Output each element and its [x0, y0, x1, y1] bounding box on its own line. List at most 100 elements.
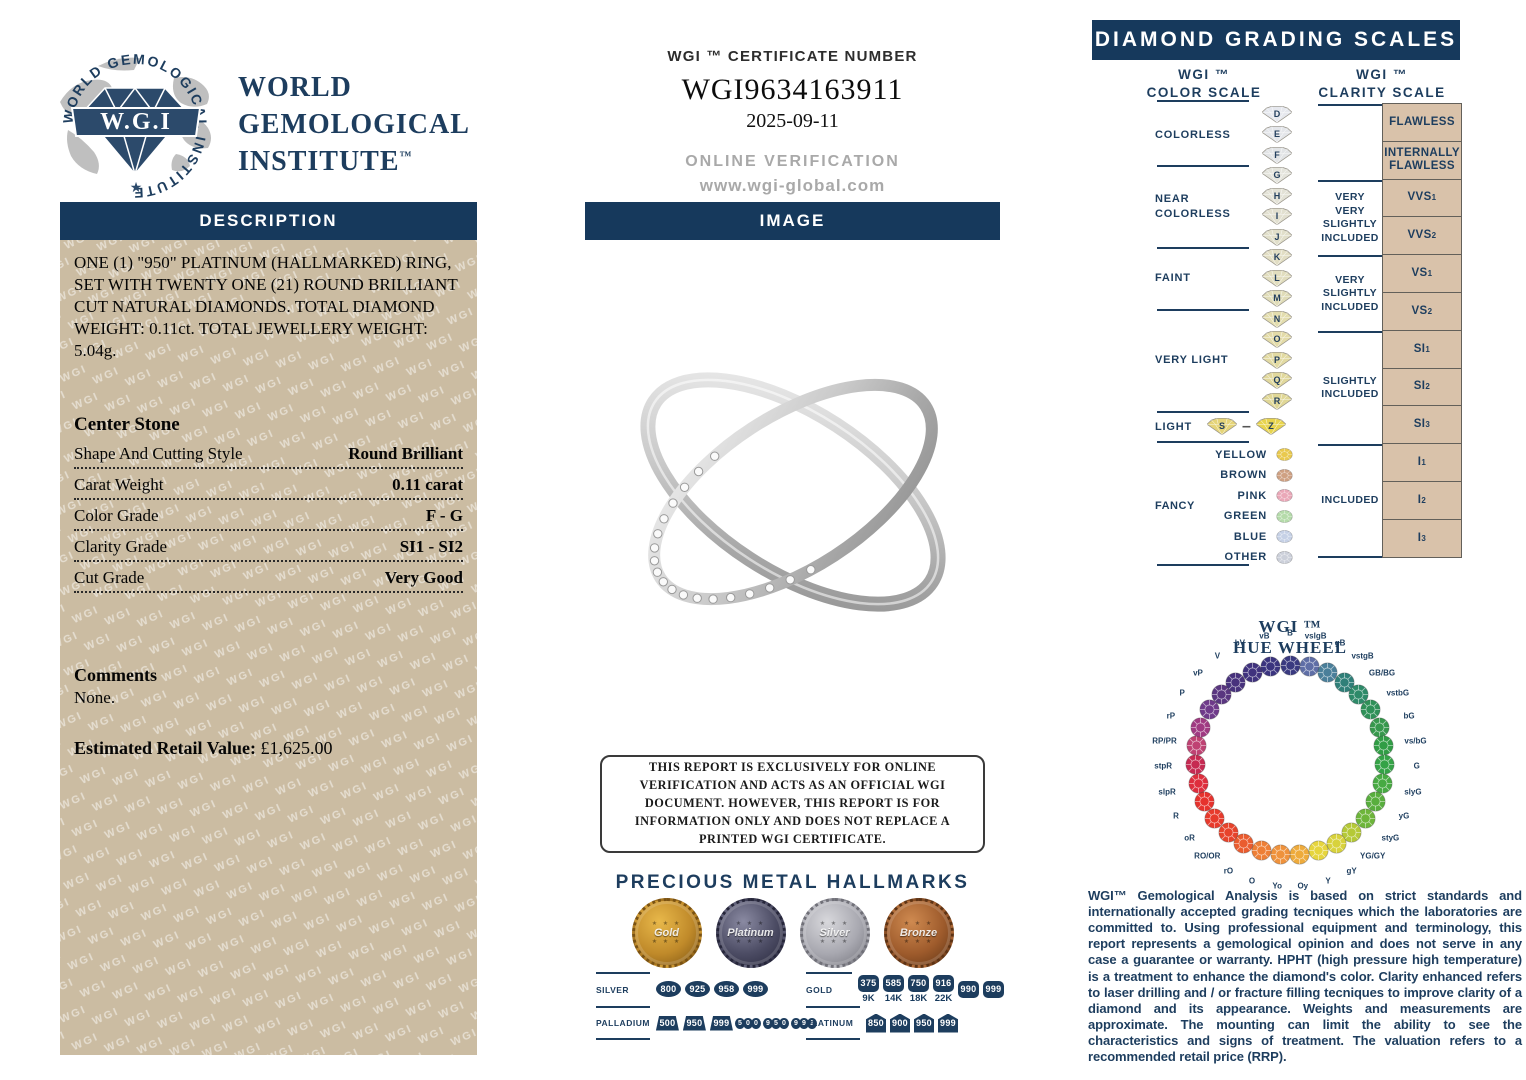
gem-icon — [1334, 671, 1355, 693]
stone-row-value: Round Brilliant — [348, 444, 463, 464]
svg-text:F: F — [1274, 150, 1280, 160]
metal-label: PLATINUM — [806, 1006, 860, 1040]
hue-label: oR — [1184, 833, 1195, 843]
retail-value: £1,625.00 — [260, 738, 333, 759]
fancy-color-row: GREEN — [1199, 506, 1307, 527]
brand-line-2: GEMOLOGICAL — [238, 108, 470, 140]
gem-icon — [1187, 773, 1209, 794]
hallmark-stamp: 500 — [655, 1015, 679, 1031]
svg-text:J: J — [1274, 232, 1279, 242]
clarity-grade-box: VS 1 — [1382, 254, 1462, 293]
medal-name: Bronze — [899, 927, 938, 939]
hue-label: rP — [1166, 711, 1176, 721]
diamond-grade-icon: M — [1262, 290, 1292, 308]
hue-label: vstbG — [1386, 688, 1410, 698]
description-body: ONE (1) "950" PLATINUM (HALLMARKED) RING… — [74, 253, 458, 361]
hue-gem-icon — [1279, 654, 1301, 676]
clarity-group-label — [1318, 104, 1382, 180]
gem-icon — [1185, 754, 1206, 775]
hue-label: GB/BG — [1368, 668, 1396, 677]
gem-icon — [1279, 654, 1301, 676]
color-group-label: NEAR COLORLESS — [1155, 193, 1231, 220]
clarity-grade-box: SI 3 — [1382, 405, 1462, 445]
clarity-scale-title: WGI ™ CLARITY SCALE — [1318, 67, 1446, 101]
fancy-color-name: BROWN — [1220, 469, 1267, 482]
center-stone-row: Cut Grade Very Good — [74, 562, 463, 594]
fancy-color-row: PINK — [1199, 486, 1307, 507]
hue-gem-icon — [1289, 844, 1310, 865]
svg-text:L: L — [1274, 273, 1280, 283]
gem-icon — [1308, 840, 1329, 861]
color-group-label: VERY LIGHT — [1155, 354, 1229, 367]
logo-initials: W.G.I — [100, 109, 172, 135]
svg-text:Q: Q — [1273, 375, 1280, 385]
clarity-grade-box: INTERNALLY FLAWLESS — [1382, 140, 1462, 180]
stone-row-label: Cut Grade — [74, 568, 145, 588]
diamond-grade-icon: O — [1262, 331, 1292, 349]
hue-gem-icon — [1233, 833, 1254, 854]
color-scale-group: FAINT K L M — [1155, 248, 1307, 310]
gem-icon — [1289, 844, 1310, 865]
diamond-grade-icon: K — [1262, 249, 1292, 267]
hallmark-stamp: 916 — [933, 974, 954, 992]
hue-label: Y — [1325, 876, 1331, 886]
color-group-label: LIGHT — [1155, 420, 1192, 433]
hue-gem-icon — [1360, 699, 1381, 720]
clarity-scale-group: FLAWLESS INTERNALLY FLAWLESS — [1318, 103, 1464, 180]
stone-row-value: SI1 - SI2 — [399, 537, 463, 557]
hue-label: RO/OR — [1194, 851, 1221, 861]
hue-gem-icon — [1270, 844, 1291, 865]
medal-name: Platinum — [727, 927, 774, 939]
color-group-label: COLORLESS — [1155, 128, 1231, 141]
medal-stars: ★ ★ ★ — [903, 921, 934, 927]
hue-label: O — [1248, 876, 1256, 886]
hue-wheel-title: WGI ™ HUE WHEEL — [1232, 617, 1348, 658]
medal-name: Gold — [653, 927, 680, 939]
metal-label: GOLD — [806, 972, 852, 1006]
hue-wheel: B vslgB gB vstgB — [1152, 628, 1426, 892]
gem-icon — [1211, 684, 1232, 705]
hue-gem-icon — [1187, 773, 1209, 794]
fancy-color-name: PINK — [1237, 489, 1267, 502]
medal-stars: ★ ★ ★ — [735, 939, 766, 945]
color-scale-group-light: LIGHT S – Z — [1155, 412, 1307, 442]
gem-icon — [1276, 530, 1293, 544]
gem-icon — [1260, 656, 1281, 677]
hue-label: gB — [1334, 638, 1346, 648]
hue-gem-icon — [1242, 662, 1263, 683]
gem-icon — [1365, 791, 1386, 812]
hue-label: vs/bG — [1404, 736, 1427, 746]
color-group-label: FAINT — [1155, 272, 1191, 285]
clarity-group-label: INCLUDED — [1318, 444, 1382, 558]
hue-label: stpR — [1154, 761, 1173, 771]
fancy-label: FANCY — [1155, 500, 1195, 512]
hallmark-stamp: 850 — [866, 1013, 886, 1033]
diamond-grade-icon: Z — [1255, 418, 1286, 435]
diamond-grade-icon: F — [1262, 146, 1292, 164]
svg-text:M: M — [1273, 293, 1281, 303]
hallmark-stamp: 990 — [958, 980, 979, 998]
gem-icon — [1190, 716, 1211, 738]
gem-icon — [1276, 489, 1293, 503]
svg-text:Z: Z — [1268, 421, 1274, 431]
pave-diamonds — [649, 451, 816, 604]
medal-stars: ★ ★ ★ — [651, 939, 682, 945]
diamond-grade-icon: L — [1262, 269, 1292, 287]
hue-gem-icon — [1194, 791, 1215, 812]
center-stone-title: Center Stone — [74, 414, 180, 436]
clarity-grade-box: SI 2 — [1382, 367, 1462, 407]
hue-gem-icon — [1326, 833, 1347, 854]
gem-icon — [1199, 699, 1220, 720]
hue-gem-icon — [1186, 735, 1207, 756]
medal-stars: ★ ★ ★ — [819, 939, 850, 945]
hue-label: B — [1287, 628, 1293, 638]
hue-label: Oy — [1297, 881, 1309, 891]
medal-stars: ★ ★ ★ — [903, 939, 934, 945]
gem-icon — [1299, 656, 1320, 677]
divider-line — [1157, 247, 1249, 249]
karat-label: 14K — [884, 992, 903, 1004]
